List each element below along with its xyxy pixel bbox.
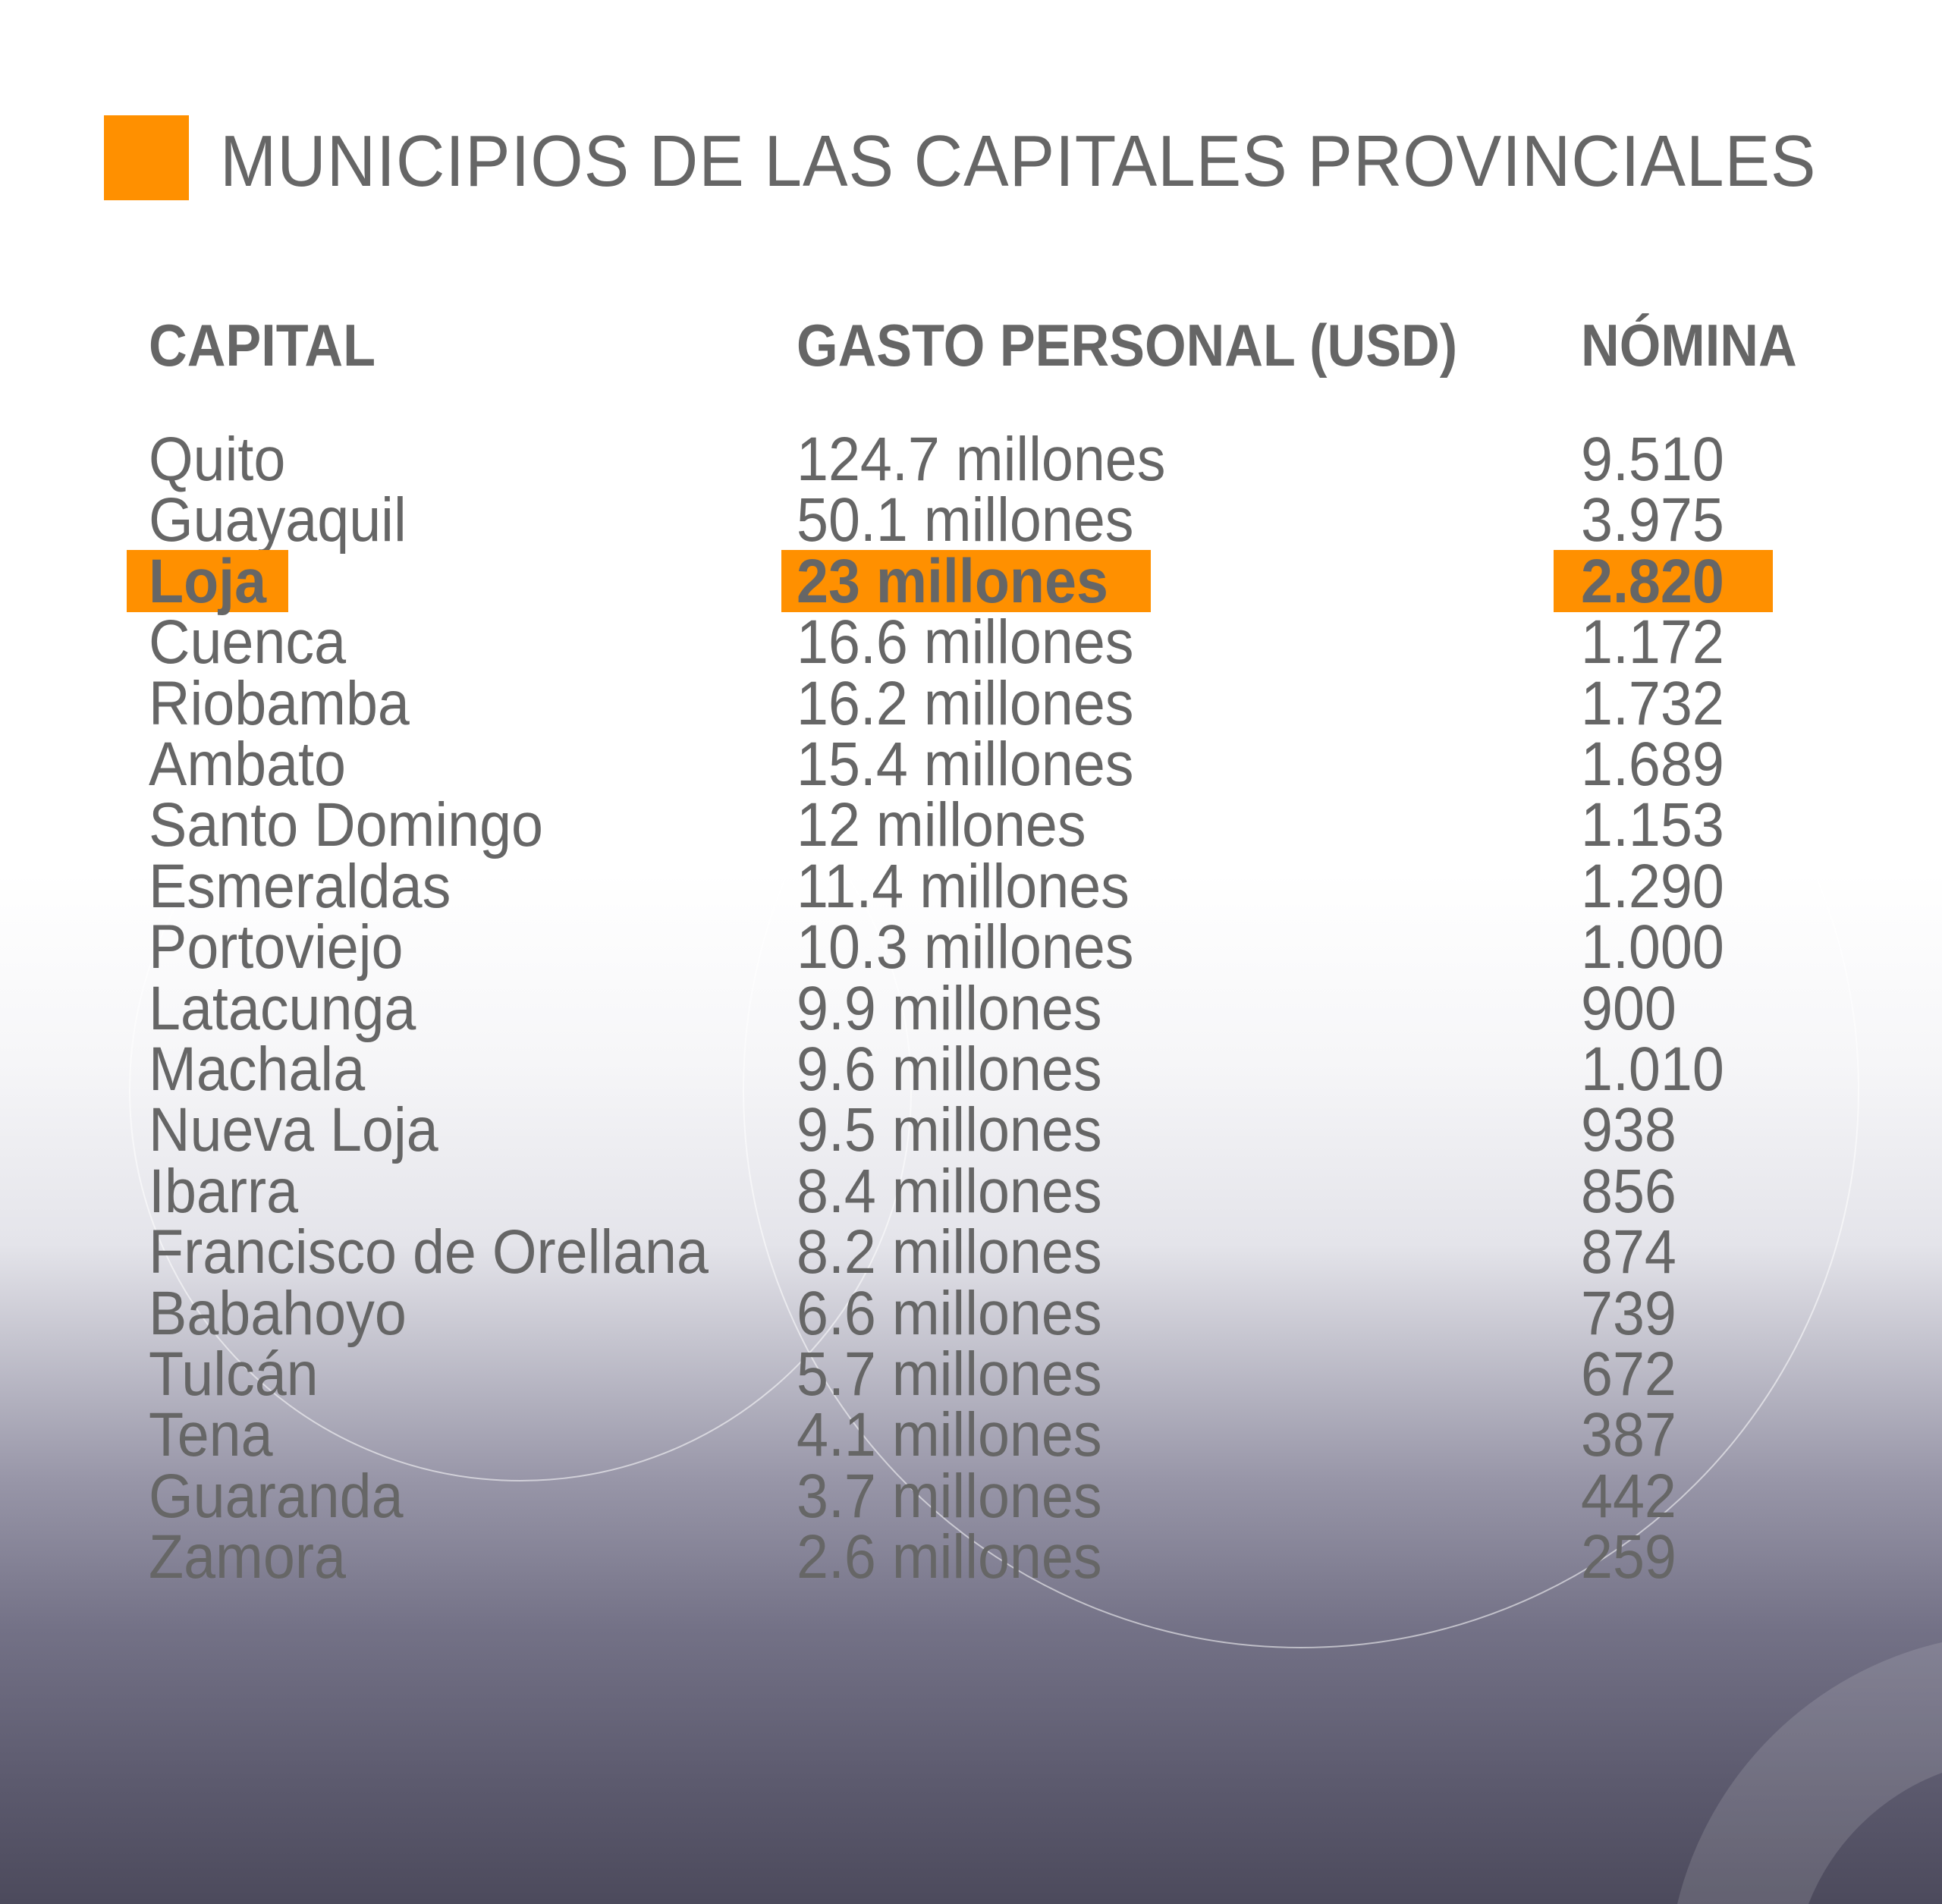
cell-gasto: 16.6 millones xyxy=(797,608,1134,677)
cell-capital: Guaranda xyxy=(149,1461,404,1531)
table-row: Babahoyo 6.6 millones 739 xyxy=(0,1278,1942,1348)
cell-capital: Latacunga xyxy=(149,973,416,1043)
cell-gasto: 8.2 millones xyxy=(797,1217,1102,1287)
cell-capital: Tena xyxy=(149,1400,273,1470)
table-row: Portoviejo 10.3 millones 1.000 xyxy=(0,913,1942,982)
cell-gasto: 10.3 millones xyxy=(797,913,1134,982)
row-highlight xyxy=(127,549,288,612)
table-row: Tena 4.1 millones 387 xyxy=(0,1400,1942,1470)
cell-gasto: 23 millones xyxy=(797,546,1108,616)
cell-nomina: 938 xyxy=(1581,1095,1676,1165)
cell-capital: Machala xyxy=(149,1035,366,1104)
cell-capital: Francisco de Orellana xyxy=(149,1217,709,1287)
cell-capital: Quito xyxy=(149,425,286,494)
cell-gasto: 12 millones xyxy=(797,790,1086,860)
decorative-circle xyxy=(743,532,1859,1648)
table-row: Guayaquil 50.1 millones 3.975 xyxy=(0,485,1942,555)
column-header-nomina: NÓMINA xyxy=(1581,312,1797,379)
table-row: Ambato 15.4 millones 1.689 xyxy=(0,730,1942,799)
decorative-circle xyxy=(129,699,912,1481)
table-row: Santo Domingo 12 millones 1.153 xyxy=(0,790,1942,860)
cell-nomina: 1.153 xyxy=(1581,790,1724,860)
cell-nomina: 900 xyxy=(1581,973,1676,1043)
cell-capital: Nueva Loja xyxy=(149,1095,438,1165)
cell-gasto: 50.1 millones xyxy=(797,485,1134,555)
cell-gasto: 16.2 millones xyxy=(797,668,1134,738)
page-title: MUNICIPIOS DE LAS CAPITALES PROVINCIALES xyxy=(220,121,1817,202)
row-highlight xyxy=(781,549,1151,612)
cell-nomina: 2.820 xyxy=(1581,546,1724,616)
decorative-ring xyxy=(1677,1642,1942,1904)
cell-capital: Guayaquil xyxy=(149,485,407,555)
cell-nomina: 739 xyxy=(1581,1278,1676,1348)
title-accent-square xyxy=(104,115,189,200)
cell-nomina: 1.000 xyxy=(1581,913,1724,982)
cell-nomina: 3.975 xyxy=(1581,485,1724,555)
cell-capital: Riobamba xyxy=(149,668,410,738)
table-row: Latacunga 9.9 millones 900 xyxy=(0,973,1942,1043)
column-header-capital: CAPITAL xyxy=(149,312,376,379)
cell-gasto: 3.7 millones xyxy=(797,1461,1102,1531)
cell-gasto: 11.4 millones xyxy=(797,851,1130,921)
cell-nomina: 874 xyxy=(1581,1217,1676,1287)
cell-nomina: 1.732 xyxy=(1581,668,1724,738)
cell-nomina: 672 xyxy=(1581,1340,1676,1409)
table-row: Machala 9.6 millones 1.010 xyxy=(0,1035,1942,1104)
table-row: Riobamba 16.2 millones 1.732 xyxy=(0,668,1942,738)
cell-nomina: 1.290 xyxy=(1581,851,1724,921)
cell-nomina: 259 xyxy=(1581,1522,1676,1592)
cell-gasto: 2.6 millones xyxy=(797,1522,1102,1592)
cell-nomina: 1.172 xyxy=(1581,608,1724,677)
cell-capital: Loja xyxy=(149,546,267,616)
cell-capital: Cuenca xyxy=(149,608,347,677)
cell-gasto: 5.7 millones xyxy=(797,1340,1102,1409)
table-row: Francisco de Orellana 8.2 millones 874 xyxy=(0,1217,1942,1287)
cell-capital: Portoviejo xyxy=(149,913,404,982)
cell-gasto: 15.4 millones xyxy=(797,730,1134,799)
cell-nomina: 442 xyxy=(1581,1461,1676,1531)
cell-capital: Ibarra xyxy=(149,1156,299,1226)
cell-nomina: 387 xyxy=(1581,1400,1676,1470)
table-row: Esmeraldas 11.4 millones 1.290 xyxy=(0,851,1942,921)
row-highlight xyxy=(1554,549,1773,612)
cell-nomina: 1.010 xyxy=(1581,1035,1724,1104)
cell-nomina: 9.510 xyxy=(1581,425,1724,494)
table-row: Zamora 2.6 millones 259 xyxy=(0,1522,1942,1592)
cell-gasto: 9.5 millones xyxy=(797,1095,1102,1165)
cell-gasto: 9.9 millones xyxy=(797,973,1102,1043)
cell-capital: Zamora xyxy=(149,1522,346,1592)
cell-capital: Babahoyo xyxy=(149,1278,407,1348)
cell-capital: Esmeraldas xyxy=(149,851,451,921)
table-row-highlighted: Loja 23 millones 2.820 xyxy=(0,546,1942,616)
table-row: Ibarra 8.4 millones 856 xyxy=(0,1156,1942,1226)
cell-capital: Santo Domingo xyxy=(149,790,544,860)
cell-capital: Tulcán xyxy=(149,1340,319,1409)
table-row: Quito 124.7 millones 9.510 xyxy=(0,425,1942,494)
cell-gasto: 4.1 millones xyxy=(797,1400,1102,1470)
cell-capital: Ambato xyxy=(149,730,347,799)
table-row: Tulcán 5.7 millones 672 xyxy=(0,1340,1942,1409)
table-row: Cuenca 16.6 millones 1.172 xyxy=(0,608,1942,677)
cell-nomina: 856 xyxy=(1581,1156,1676,1226)
column-header-gasto: GASTO PERSONAL (USD) xyxy=(797,312,1458,379)
cell-nomina: 1.689 xyxy=(1581,730,1724,799)
cell-gasto: 9.6 millones xyxy=(797,1035,1102,1104)
cell-gasto: 124.7 millones xyxy=(797,425,1166,494)
cell-gasto: 6.6 millones xyxy=(797,1278,1102,1348)
table-row: Nueva Loja 9.5 millones 938 xyxy=(0,1095,1942,1165)
table-row: Guaranda 3.7 millones 442 xyxy=(0,1461,1942,1531)
cell-gasto: 8.4 millones xyxy=(797,1156,1102,1226)
